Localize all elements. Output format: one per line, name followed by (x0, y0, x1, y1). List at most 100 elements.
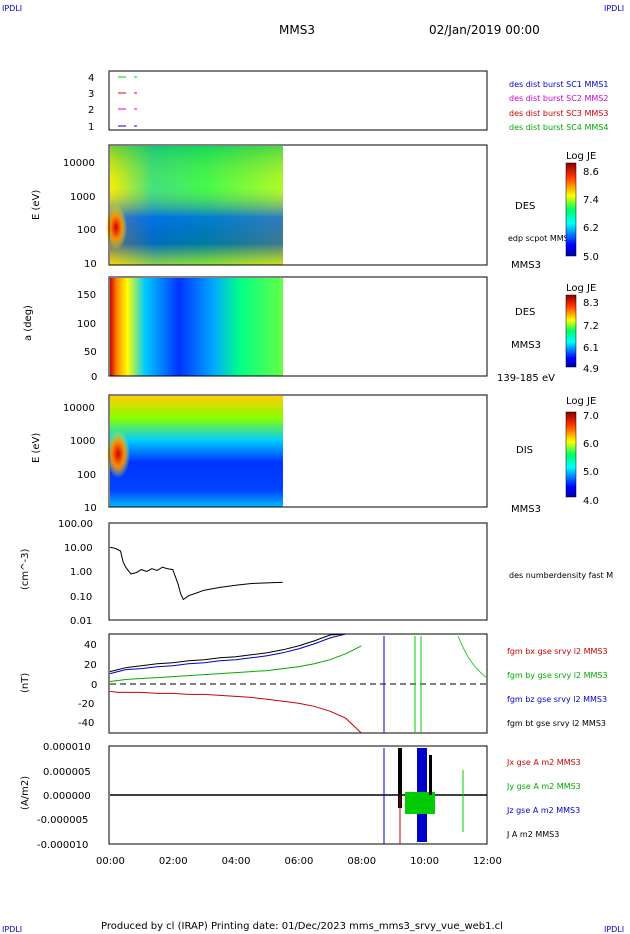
colorbar-tick-label: 4.0 (583, 496, 599, 507)
panel-label: DES (515, 201, 535, 212)
y-tick-label: 10000 (63, 158, 95, 169)
y-tick-label: 0.000010 (43, 742, 91, 753)
panel-label: MMS3 (511, 260, 541, 271)
legend-entry: fgm bz gse srvy l2 MMS3 (507, 695, 607, 704)
y-tick-label: 0.01 (70, 616, 92, 627)
panel-burst-availability: 4 3 2 1 des dist burst SC1 MMS1 des dist… (88, 70, 608, 133)
panel-frame (108, 276, 488, 377)
panel-dis-energy-spectrogram: E (eV) 10000 1000 100 10 DIS MMS3 Log JE… (31, 394, 599, 515)
y-tick-label: 1000 (70, 436, 95, 447)
panel-frame (108, 394, 488, 508)
colorbar (565, 162, 577, 257)
series-line-2 (109, 633, 362, 675)
legend-entry: des dist burst SC1 MMS1 (509, 80, 608, 89)
y-tick-label: 100 (77, 225, 96, 236)
y-tick-label: -40 (78, 718, 94, 729)
y-tick-label: 10 (84, 259, 97, 270)
spectrogram-image (110, 278, 283, 376)
colorbar-tick-label: 8.3 (583, 298, 599, 309)
colorbar-tick-label: 8.6 (583, 167, 599, 178)
panel-frame (108, 633, 488, 734)
y-tick-label: 10000 (63, 403, 95, 414)
page-title: MMS3 (279, 23, 315, 37)
y-tick-label: 1000 (70, 192, 95, 203)
x-tick-label: 06:00 (285, 856, 314, 867)
x-tick-label: 08:00 (347, 856, 376, 867)
legend-entry: des numberdensity fast M (509, 571, 613, 580)
series-line-density (109, 546, 283, 601)
x-tick-label: 02:00 (159, 856, 188, 867)
corner-label-top-right: IPDLI (604, 4, 624, 13)
panel-current-density: (A/m2) 0.000010 0.000005 0.000000 -0.000… (20, 742, 581, 867)
y-axis-label: E (eV) (31, 433, 42, 463)
panel-label: MMS3 (511, 504, 541, 515)
legend-entry: Jy gse A m2 MMS3 (506, 782, 581, 791)
y-tick-label: 10 (84, 503, 97, 514)
y-tick-label: 0 (91, 372, 97, 383)
y-tick-label: 50 (84, 347, 97, 358)
current-burst-jy (405, 792, 435, 814)
y-axis-label: E (eV) (31, 190, 42, 220)
y-axis-label: (A/m2) (20, 776, 31, 810)
corner-label-bottom-right: IPDLI (604, 925, 624, 934)
panel-des-energy-spectrogram: E (eV) 10000 1000 100 10 DES edp scpot M… (31, 144, 599, 271)
legend-entry: Jx gse A m2 MMS3 (506, 758, 581, 767)
y-tick-label: 4 (88, 73, 94, 84)
y-tick-label: -20 (78, 699, 94, 710)
legend-entry: des dist burst SC4 MMS4 (509, 123, 608, 132)
legend-entry: des dist burst SC3 MMS3 (509, 109, 608, 118)
x-tick-label: 00:00 (96, 856, 125, 867)
y-tick-label: -0.000005 (37, 815, 88, 826)
spectrogram-hot-spot (106, 430, 130, 478)
y-tick-label: 40 (84, 640, 97, 651)
panel-frame (108, 522, 488, 621)
y-tick-label: 20 (84, 660, 97, 671)
colorbar-tick-label: 5.0 (583, 467, 599, 478)
corner-label-bottom-left: IPDLI (2, 925, 22, 934)
spectrogram-overlay (110, 146, 283, 265)
legend-entry: fgm by gse srvy l2 MMS3 (507, 671, 608, 680)
y-tick-label: 100 (77, 319, 96, 330)
legend-entry: J A m2 MMS3 (506, 830, 559, 839)
panel-frame (108, 70, 488, 131)
series-line-1 (109, 645, 362, 682)
y-tick-label: 1 (88, 122, 94, 133)
y-tick-label: -0.000010 (37, 840, 88, 851)
y-tick-label: 150 (77, 290, 96, 301)
colorbar-title: Log JE (566, 283, 596, 294)
series-line-0 (109, 690, 362, 734)
y-tick-label: 100.00 (58, 519, 93, 530)
panel-label: DIS (516, 445, 533, 456)
x-tick-label: 04:00 (222, 856, 251, 867)
current-burst-j (429, 755, 432, 795)
x-tick-label: 10:00 (410, 856, 439, 867)
panel-density: (cm^-3) 100.00 10.00 1.00 0.10 0.01 des … (20, 519, 613, 627)
colorbar-tick-label: 6.2 (583, 223, 599, 234)
colorbar-tick-label: 6.0 (583, 439, 599, 450)
y-axis-label: (cm^-3) (20, 549, 31, 590)
corner-label-top-left: IPDLI (2, 4, 22, 13)
colorbar-tick-label: 7.4 (583, 195, 599, 206)
panel-label: edp scpot MMS3 (508, 234, 574, 243)
colorbar (565, 411, 577, 498)
y-tick-label: 0.10 (70, 592, 92, 603)
series-line-3 (109, 633, 362, 673)
spectrogram-image (110, 396, 283, 507)
legend-entry: fgm bt gse srvy l2 MMS3 (507, 719, 606, 728)
legend-entry: des dist burst SC2 MMS2 (509, 94, 608, 103)
y-tick-label: 1.00 (70, 567, 92, 578)
colorbar-title: Log JE (566, 151, 596, 162)
y-axis-label: a (deg) (23, 305, 34, 341)
colorbar (565, 294, 577, 368)
legend-entry: Jz gse A m2 MMS3 (506, 806, 580, 815)
colorbar-tick-label: 7.0 (583, 411, 599, 422)
spectrogram-hot-spot (105, 205, 127, 250)
panel-frame (108, 144, 488, 266)
y-tick-label: 100 (77, 470, 96, 481)
colorbar-tick-label: 4.9 (583, 364, 599, 375)
series-line-late-bx (457, 635, 488, 679)
panel-des-pitch-angle: a (deg) 150 100 50 0 DES MMS3 139-185 eV… (23, 276, 599, 384)
panel-magnetic-field: (nT) 40 20 0 -20 -40 fgm bx gse srvy l2 … (20, 633, 608, 734)
x-tick-label: 12:00 (473, 856, 502, 867)
